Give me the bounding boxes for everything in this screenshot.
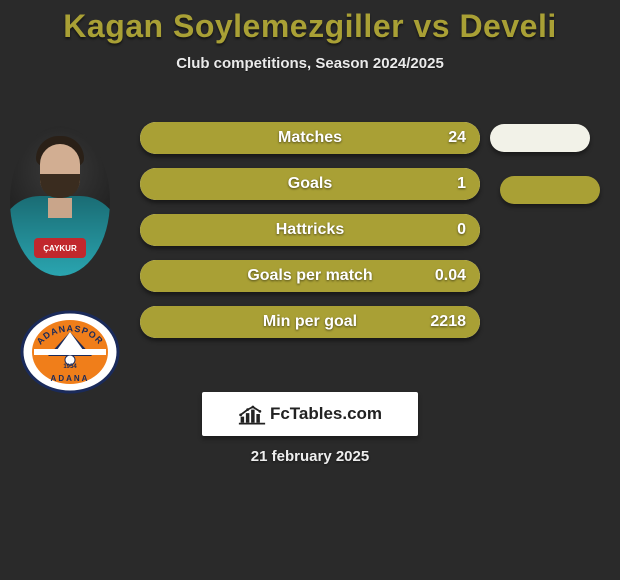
stat-row: Matches24 — [140, 122, 480, 154]
comparison-pill — [490, 124, 590, 152]
page-title: Kagan Soylemezgiller vs Develi — [0, 0, 620, 45]
stat-value: 1 — [457, 168, 466, 200]
stat-row: Goals per match0.04 — [140, 260, 480, 292]
stat-value: 24 — [448, 122, 466, 154]
stat-label: Min per goal — [140, 306, 480, 338]
player-photo: ÇAYKUR — [10, 126, 110, 276]
stat-label: Matches — [140, 122, 480, 154]
brand-chart-icon — [238, 403, 266, 425]
stat-value: 0.04 — [435, 260, 466, 292]
stat-row: Min per goal2218 — [140, 306, 480, 338]
brand-box[interactable]: FcTables.com — [202, 392, 418, 436]
club-badge-icon: ADANASPOR 1954 ADANA — [20, 310, 120, 395]
stat-row: Goals1 — [140, 168, 480, 200]
player-neck — [48, 198, 72, 218]
club-badge: ADANASPOR 1954 ADANA — [20, 310, 120, 395]
stat-value: 2218 — [430, 306, 466, 338]
stat-row: Hattricks0 — [140, 214, 480, 246]
stat-value: 0 — [457, 214, 466, 246]
stats-panel: Matches24 Goals1 Hattricks0 Goals per match… — [140, 122, 480, 352]
stat-label: Hattricks — [140, 214, 480, 246]
stat-label: Goals — [140, 168, 480, 200]
footer-date: 21 february 2025 — [0, 448, 620, 465]
svg-text:ADANA: ADANA — [51, 374, 90, 383]
comparison-pill — [500, 176, 600, 204]
subtitle: Club competitions, Season 2024/2025 — [0, 55, 620, 72]
svg-text:1954: 1954 — [63, 364, 77, 370]
stat-label: Goals per match — [140, 260, 480, 292]
jersey-sponsor-label: ÇAYKUR — [34, 238, 86, 258]
brand-label: FcTables.com — [270, 404, 382, 424]
player-beard — [40, 174, 80, 198]
